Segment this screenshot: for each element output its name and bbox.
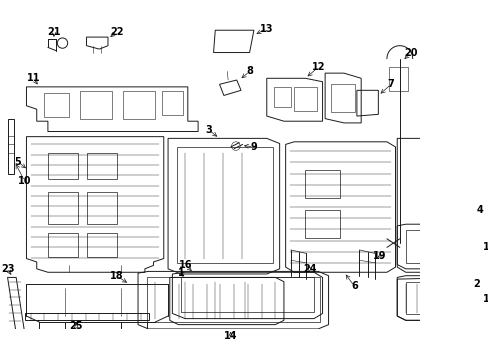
Bar (305, 170, 339, 198)
Bar (176, 147, 272, 263)
Bar (86, 153, 116, 179)
Bar (25, 314, 149, 320)
Text: 18: 18 (109, 271, 123, 281)
Bar (162, 91, 183, 115)
Bar (48, 153, 78, 179)
Bar (86, 192, 116, 224)
Bar (181, 278, 313, 312)
Text: 19: 19 (372, 251, 386, 261)
Text: 6: 6 (350, 281, 357, 291)
Text: 2: 2 (473, 279, 479, 289)
Text: 16: 16 (178, 260, 192, 270)
Bar (86, 233, 116, 257)
Text: 17: 17 (482, 242, 488, 252)
Text: 5: 5 (15, 157, 21, 167)
Bar (388, 67, 407, 91)
Bar (7, 119, 15, 175)
Text: 3: 3 (204, 125, 211, 135)
Text: 15: 15 (482, 294, 488, 304)
Text: 20: 20 (404, 48, 417, 58)
Text: 22: 22 (110, 27, 123, 37)
Text: 4: 4 (475, 206, 482, 216)
Bar (294, 87, 316, 111)
Bar (122, 91, 155, 119)
Bar (146, 278, 319, 322)
Bar (405, 230, 473, 263)
Text: 23: 23 (1, 264, 14, 274)
Text: 11: 11 (26, 73, 40, 83)
Text: 14: 14 (224, 331, 237, 341)
Text: 1: 1 (177, 268, 184, 278)
Text: 9: 9 (250, 142, 257, 152)
Bar (330, 84, 354, 112)
Text: 10: 10 (18, 176, 31, 186)
Bar (273, 87, 290, 108)
Bar (48, 192, 78, 224)
Text: 12: 12 (311, 62, 325, 72)
Text: 13: 13 (260, 23, 273, 33)
Bar (48, 233, 78, 257)
Text: 21: 21 (47, 27, 61, 37)
Bar (43, 93, 69, 117)
Bar (405, 282, 473, 314)
Text: 25: 25 (69, 321, 83, 331)
Text: 8: 8 (245, 67, 252, 76)
Bar (305, 211, 339, 238)
Text: 7: 7 (387, 79, 394, 89)
Bar (80, 91, 112, 119)
Text: 24: 24 (303, 264, 316, 274)
